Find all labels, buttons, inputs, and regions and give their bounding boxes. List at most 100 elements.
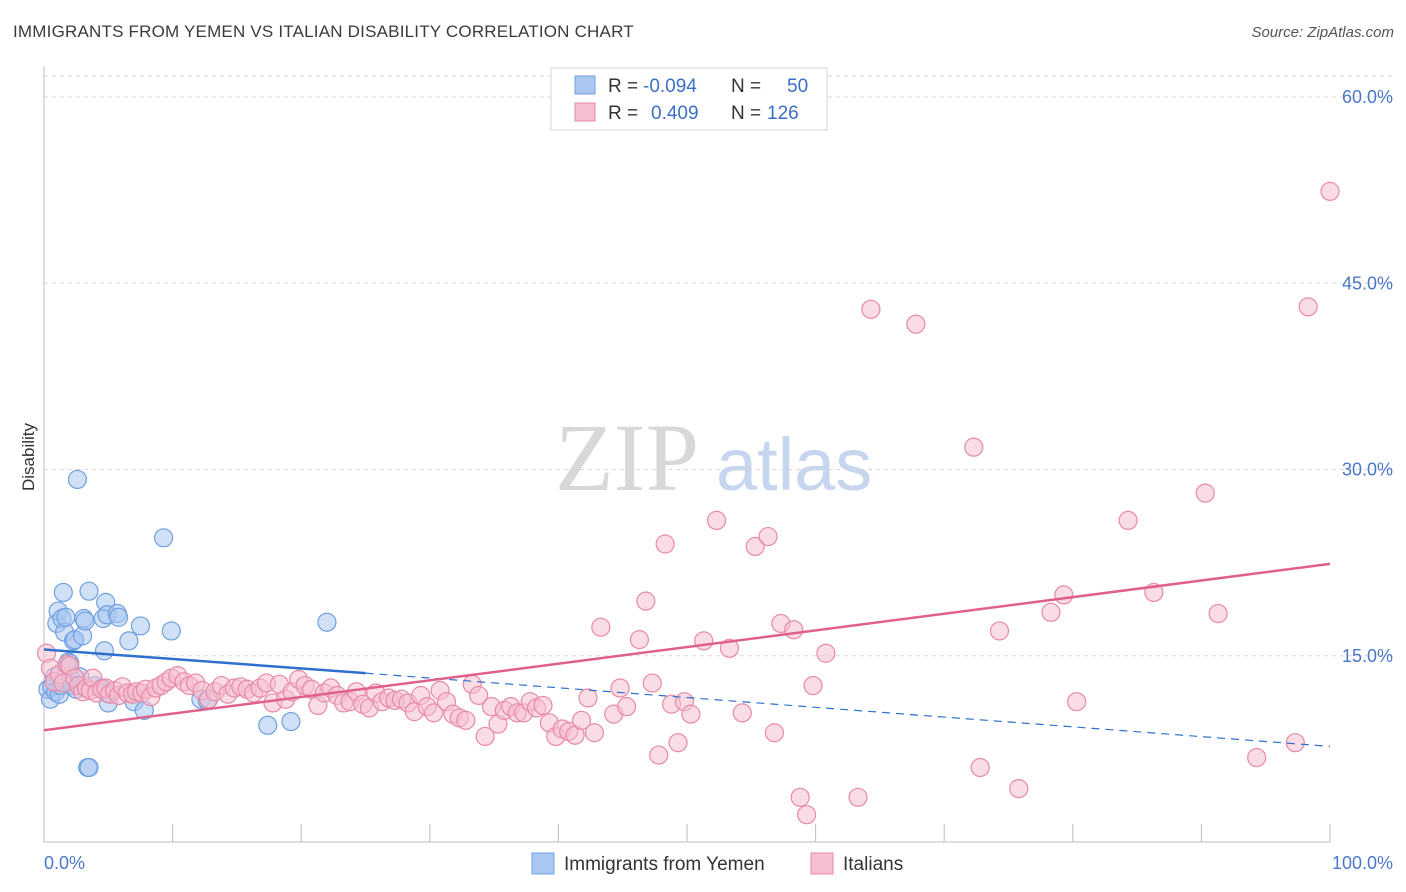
legend-r-label-yemen: R = xyxy=(608,76,638,97)
italians-point-103 xyxy=(649,745,669,765)
legend-swatch-yemen xyxy=(574,75,596,95)
legend-n-value-yemen: 50 xyxy=(787,76,808,97)
bottom-legend-swatch-italians xyxy=(810,852,834,875)
trend-line-yemen-solid xyxy=(43,648,366,675)
italians-point-138 xyxy=(1298,297,1318,317)
italians-point-78 xyxy=(475,726,495,747)
bottom-legend-label-italians: Italians xyxy=(843,854,903,875)
yemen-point-21 xyxy=(67,469,88,490)
italians-point-100 xyxy=(629,630,650,650)
italians-point-130 xyxy=(1054,585,1074,605)
italians-point-132 xyxy=(1118,510,1138,531)
yemen-point-12 xyxy=(56,607,76,627)
x-tick-label-0: 0.0% xyxy=(44,853,85,873)
italians-point-77 xyxy=(469,685,489,706)
italians-point-125 xyxy=(964,437,984,457)
italians-point-135 xyxy=(1208,603,1228,624)
yemen-point-25 xyxy=(75,611,95,631)
italians-point-115 xyxy=(764,723,785,743)
y-tick-label-0: 15.0% xyxy=(1342,646,1393,666)
italians-point-110 xyxy=(706,510,727,531)
italians-point-104 xyxy=(655,534,675,554)
y-tick-label-2: 45.0% xyxy=(1342,273,1393,293)
x-tick-label-1: 100.0% xyxy=(1332,853,1393,873)
yemen-point-31 xyxy=(94,641,115,661)
legend-box xyxy=(550,67,828,131)
legend-n-label-yemen: N = xyxy=(731,76,761,97)
italians-point-128 xyxy=(1009,779,1029,799)
italians-point-109 xyxy=(694,631,714,651)
watermark-zip: ZIP xyxy=(555,404,699,511)
italians-point-136 xyxy=(1247,747,1267,768)
x-tick-labels: 0.0% 100.0% xyxy=(44,853,1393,873)
trend-lines xyxy=(43,562,1331,747)
italians-point-93 xyxy=(571,710,592,730)
italians-point-95 xyxy=(584,723,605,743)
italians-point-102 xyxy=(642,673,662,693)
italians-point-120 xyxy=(803,675,823,696)
italians-point-111 xyxy=(719,638,740,658)
legend-swatch-italians xyxy=(574,102,596,122)
legend-r-value-yemen: -0.094 xyxy=(643,76,697,97)
yemen-point-44 xyxy=(161,621,181,641)
yemen-point-49 xyxy=(317,612,337,632)
source-label: Source: ZipAtlas.com xyxy=(1251,24,1394,41)
chart-title: IMMIGRANTS FROM YEMEN VS ITALIAN DISABIL… xyxy=(13,22,634,41)
italians-point-127 xyxy=(989,621,1010,641)
yemen-point-48 xyxy=(281,711,301,732)
italians-point-122 xyxy=(848,787,868,807)
italians-point-113 xyxy=(745,536,765,557)
italians-point-121 xyxy=(816,643,836,663)
yemen-point-47 xyxy=(258,715,278,735)
bottom-legend-swatch-yemen xyxy=(531,852,555,875)
legend-n-label-italians: N = xyxy=(731,103,761,124)
italians-point-124 xyxy=(906,314,926,334)
italians-point-108 xyxy=(681,704,701,724)
yemen-point-27 xyxy=(79,757,99,778)
italians-point-134 xyxy=(1195,483,1215,503)
italians-point-114 xyxy=(758,526,778,547)
series-italians-points xyxy=(36,181,1340,825)
italians-point-117 xyxy=(784,620,804,640)
italians-point-126 xyxy=(970,757,990,778)
italians-point-137 xyxy=(1285,733,1305,753)
yemen-point-39 xyxy=(119,631,139,651)
yemen-point-38 xyxy=(108,607,129,627)
italians-point-101 xyxy=(636,591,656,611)
italians-point-106 xyxy=(668,733,688,753)
yemen-point-10 xyxy=(53,582,73,603)
italians-point-75 xyxy=(456,710,476,730)
y-tick-label-1: 30.0% xyxy=(1342,460,1393,480)
italians-point-119 xyxy=(796,805,817,825)
yemen-point-43 xyxy=(153,528,174,548)
italians-point-87 xyxy=(533,695,553,716)
legend-r-label-italians: R = xyxy=(608,103,638,124)
axes xyxy=(43,66,1331,843)
watermark-atlas: atlas xyxy=(716,423,872,506)
italians-point-123 xyxy=(861,299,881,319)
legend: R = -0.094 N = 50 R = 0.409 N = 126 xyxy=(550,67,828,131)
y-tick-labels: 15.0% 30.0% 45.0% 60.0% xyxy=(1342,87,1393,666)
italians-point-118 xyxy=(790,787,810,807)
legend-r-value-italians: 0.409 xyxy=(651,103,699,124)
bottom-legend: Immigrants from Yemen Italians xyxy=(531,852,903,875)
trend-line-yemen-dashed xyxy=(365,672,1331,747)
yemen-point-28 xyxy=(79,581,99,601)
trend-line-italians xyxy=(43,562,1331,732)
yemen-point-41 xyxy=(130,616,151,636)
italians-point-99 xyxy=(616,697,637,717)
italians-point-94 xyxy=(578,688,598,708)
y-tick-label-3: 60.0% xyxy=(1342,87,1393,107)
italians-point-70 xyxy=(424,703,444,723)
grid-lines xyxy=(44,75,1394,657)
series-yemen-points xyxy=(38,469,337,778)
italians-point-96 xyxy=(591,617,611,637)
y-axis-label: Disability xyxy=(19,422,38,491)
italians-point-139 xyxy=(1320,181,1340,201)
italians-point-98 xyxy=(610,678,630,698)
italians-point-129 xyxy=(1041,602,1061,622)
legend-n-value-italians: 126 xyxy=(767,103,799,124)
italians-point-131 xyxy=(1067,692,1087,712)
italians-point-112 xyxy=(732,703,752,723)
